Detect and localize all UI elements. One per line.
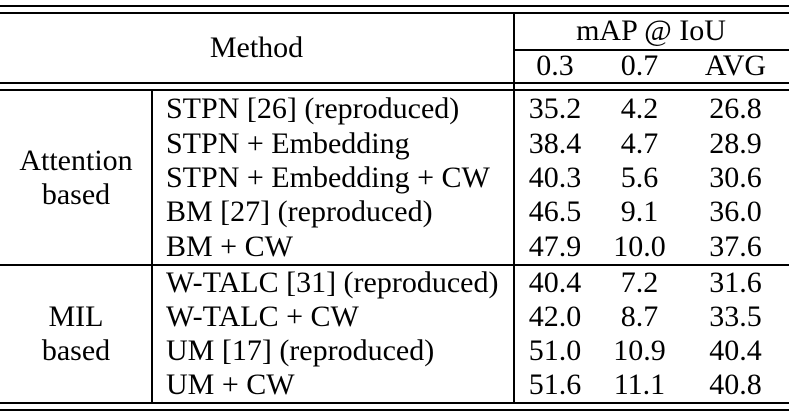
value-cell: 28.9	[709, 126, 762, 160]
method-values-divider	[513, 14, 515, 402]
value-cell: 10.0	[613, 229, 666, 263]
map-iou-underline	[513, 49, 789, 51]
value-cell: 7.2	[620, 265, 659, 299]
iou-col-header-avg: AVG	[704, 48, 767, 82]
value-cell: 33.5	[709, 299, 762, 333]
method-cell: W-TALC + CW	[166, 299, 359, 333]
value-cell: 36.0	[709, 195, 762, 229]
method-cell: BM + CW	[166, 229, 293, 263]
value-cell: 11.1	[613, 367, 666, 401]
value-cell: 31.6	[709, 265, 762, 299]
value-cell: 46.5	[528, 195, 582, 229]
bottom-double-rule-upper	[0, 402, 789, 404]
value-cell: 5.6	[620, 160, 659, 194]
iou-col-header-0.7: 0.7	[620, 48, 659, 82]
method-cell: STPN + Embedding + CW	[166, 160, 490, 194]
method-cell: STPN + Embedding	[166, 126, 410, 160]
group-label-line: MIL	[48, 299, 104, 333]
value-cell: 4.7	[620, 126, 659, 160]
group-label-attention-based: Attention based	[0, 92, 152, 264]
method-cell: BM [27] (reproduced)	[166, 195, 433, 229]
group-label-mil-based: MIL based	[0, 266, 152, 402]
group-method-divider	[151, 91, 153, 402]
top-double-rule-lower	[0, 12, 789, 14]
header-double-rule-lower	[0, 89, 789, 91]
header-double-rule-upper	[0, 82, 789, 84]
method-column-header: Method	[209, 30, 304, 64]
value-cell: 51.0	[528, 333, 582, 367]
method-cell: W-TALC [31] (reproduced)	[166, 265, 499, 299]
map-iou-header: mAP @ IoU	[576, 14, 726, 47]
value-cell: 8.7	[620, 299, 659, 333]
value-cell: 10.9	[613, 333, 666, 367]
value-cell: 47.9	[528, 229, 582, 263]
value-cell: 30.6	[709, 160, 762, 194]
group-label-line: Attention	[19, 143, 133, 177]
value-cell: 37.6	[709, 229, 762, 263]
value-cell: 4.2	[620, 92, 659, 126]
value-cell: 40.4	[528, 265, 582, 299]
group-separator-rule	[0, 264, 789, 266]
value-cell: 42.0	[528, 299, 582, 333]
value-cell: 40.3	[528, 160, 582, 194]
method-cell: UM [17] (reproduced)	[166, 333, 435, 367]
method-cell: STPN [26] (reproduced)	[166, 92, 460, 126]
value-cell: 40.4	[709, 333, 762, 367]
group-label-line: based	[41, 333, 111, 367]
value-cell: 51.6	[528, 367, 582, 401]
method-cell: UM + CW	[166, 367, 295, 401]
bottom-double-rule-lower	[0, 409, 789, 411]
value-cell: 9.1	[620, 195, 659, 229]
iou-col-header-0.3: 0.3	[536, 48, 574, 82]
value-cell: 40.8	[709, 367, 762, 401]
top-double-rule-upper	[0, 5, 789, 7]
value-cell: 26.8	[709, 92, 762, 126]
group-label-line: based	[41, 177, 111, 211]
value-cell: 38.4	[528, 126, 582, 160]
value-cell: 35.2	[528, 92, 582, 126]
